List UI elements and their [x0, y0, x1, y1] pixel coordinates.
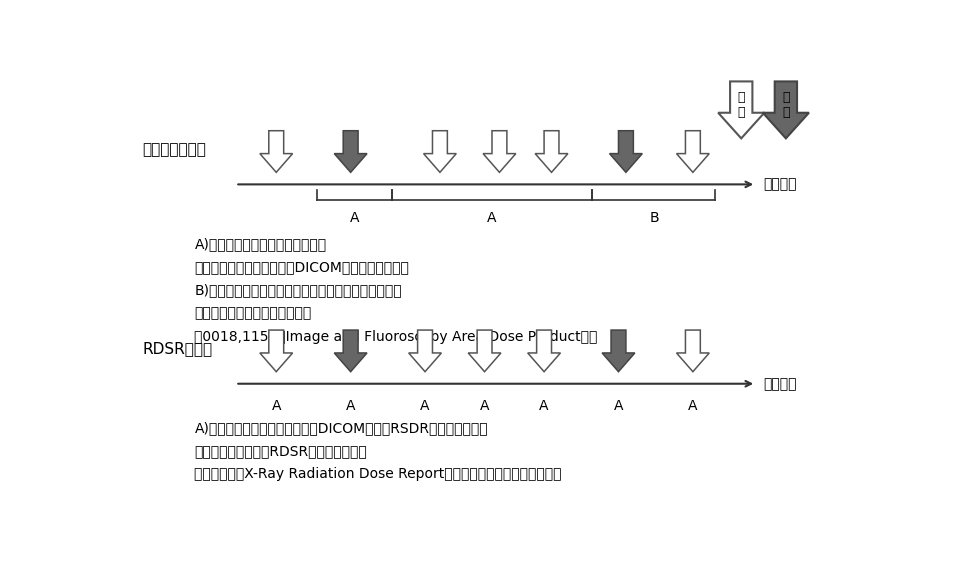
- Text: A: A: [480, 399, 490, 413]
- Polygon shape: [677, 330, 709, 372]
- Text: 撮
影: 撮 影: [782, 90, 790, 119]
- Text: A: A: [272, 399, 281, 413]
- Text: B)最後に撮影がない場合、透視線量の記録は失われる: B)最後に撮影がない場合、透視線量の記録は失われる: [194, 283, 402, 298]
- Text: タグ情報の場合: タグ情報の場合: [142, 142, 206, 157]
- Polygon shape: [409, 330, 442, 372]
- Polygon shape: [423, 131, 456, 172]
- Polygon shape: [260, 330, 293, 372]
- Text: A: A: [488, 211, 496, 225]
- Text: B: B: [649, 211, 659, 225]
- Text: A: A: [613, 399, 623, 413]
- Polygon shape: [528, 330, 561, 372]
- Polygon shape: [535, 131, 568, 172]
- Polygon shape: [718, 81, 764, 138]
- Text: 検査時間: 検査時間: [763, 377, 797, 391]
- Text: 撮影の都度、線量が出力される: 撮影の都度、線量が出力される: [194, 307, 312, 320]
- Text: 透
視: 透 視: [737, 90, 745, 119]
- Polygon shape: [334, 330, 367, 372]
- Text: 検査時間: 検査時間: [763, 178, 797, 191]
- Polygon shape: [677, 131, 709, 172]
- Text: A: A: [420, 399, 430, 413]
- Text: 構造化されたX-Ray Radiation Dose Reportの大量なデータの一部から抽出: 構造化されたX-Ray Radiation Dose Reportの大量なデータ…: [194, 467, 562, 481]
- Polygon shape: [260, 131, 293, 172]
- Polygon shape: [483, 131, 516, 172]
- Text: A: A: [346, 399, 355, 413]
- Text: A: A: [688, 399, 698, 413]
- Text: A)撮影と撮影の間の透視線量が、: A)撮影と撮影の間の透視線量が、: [194, 237, 326, 251]
- Text: 次の撮影に累積線量としてDICOMタグに記録される: 次の撮影に累積線量としてDICOMタグに記録される: [194, 260, 409, 274]
- Text: RDSRの場合: RDSRの場合: [142, 341, 212, 356]
- Polygon shape: [468, 330, 501, 372]
- Text: （0018,115E）Image and Fluoroscopy Area Dose Productだけ: （0018,115E）Image and Fluoroscopy Area Do…: [194, 330, 598, 344]
- Polygon shape: [610, 131, 642, 172]
- Text: A: A: [540, 399, 549, 413]
- Polygon shape: [602, 330, 635, 372]
- Polygon shape: [334, 131, 367, 172]
- Text: A: A: [349, 211, 359, 225]
- Text: 検査を終了しないとRDSRを出力できない: 検査を終了しないとRDSRを出力できない: [194, 444, 367, 458]
- Polygon shape: [763, 81, 809, 138]
- Text: A)透視、撮影とも個別に線量がDICOMタグ（RSDR）に記録される: A)透視、撮影とも個別に線量がDICOMタグ（RSDR）に記録される: [194, 421, 488, 435]
